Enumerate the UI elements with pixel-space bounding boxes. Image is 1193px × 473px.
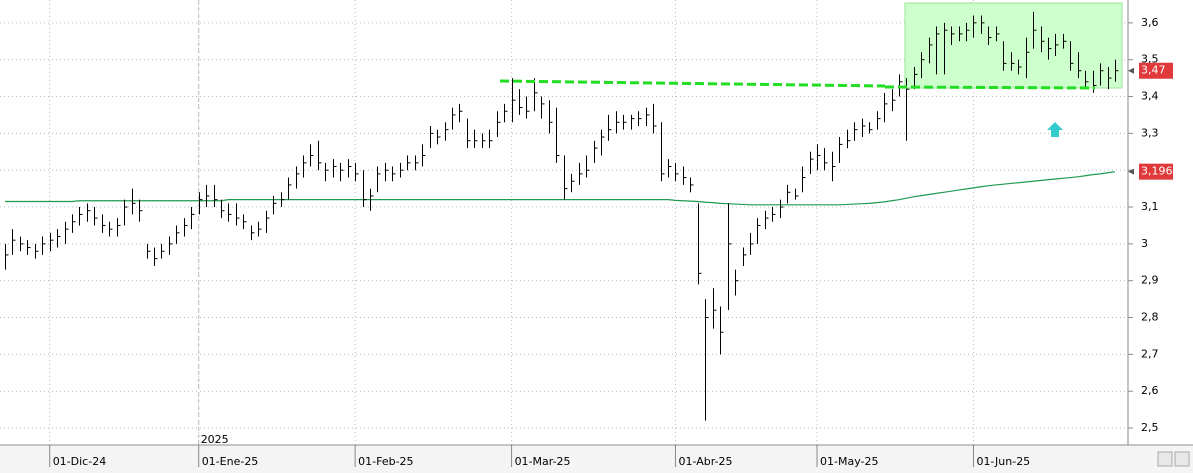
y-tick-label: 2,5 — [1141, 421, 1159, 434]
y-tick-label: 2,7 — [1141, 347, 1159, 360]
last-price-label: 3,47 — [1141, 64, 1166, 77]
y-tick-label: 2,9 — [1141, 274, 1159, 287]
grid — [0, 0, 1128, 445]
y-tick-label: 3,4 — [1141, 90, 1159, 103]
y-tick-label: 3 — [1141, 237, 1148, 250]
y-tick-label: 2,6 — [1141, 384, 1159, 397]
x-tick-label: 01-Dic-24 — [53, 455, 107, 468]
last-price-box — [1139, 62, 1173, 79]
x-tick-label: 01-Jun-25 — [976, 455, 1030, 468]
x-tick-label: 01-Ene-25 — [202, 455, 259, 468]
y-tick-label: 3,3 — [1141, 126, 1159, 139]
year-label: 2025 — [201, 433, 229, 446]
moving-average — [5, 171, 1116, 206]
moving-average-layer — [5, 171, 1116, 206]
ma-last-price-box — [1139, 163, 1173, 180]
ma-last-price-label: 3,196 — [1141, 165, 1173, 178]
bars — [5, 11, 1119, 421]
resistance-line — [499, 79, 886, 88]
scroll-button[interactable] — [1174, 451, 1190, 467]
last-price-pointer — [1128, 67, 1134, 74]
x-tick-label: 01-Feb-25 — [358, 455, 413, 468]
support-line — [884, 85, 1096, 90]
scroll-button[interactable] — [1157, 451, 1173, 467]
axis-layer: 3,63,53,43,33,23,132,92,82,72,62,501-Dic… — [49, 16, 1173, 468]
y-tick-label: 3,6 — [1141, 16, 1159, 29]
y-tick-label: 2,8 — [1141, 311, 1159, 324]
up-arrow — [1047, 122, 1063, 137]
x-tick-label: 01-Mar-25 — [515, 455, 571, 468]
ma-last-price-pointer — [1128, 168, 1134, 175]
y-tick-label: 3,5 — [1141, 53, 1159, 66]
x-tick-label: 01-May-25 — [820, 455, 878, 468]
consolidation-box — [904, 2, 1123, 89]
x-tick-label: 01-Abr-25 — [678, 455, 732, 468]
y-tick-label: 3,1 — [1141, 200, 1159, 213]
